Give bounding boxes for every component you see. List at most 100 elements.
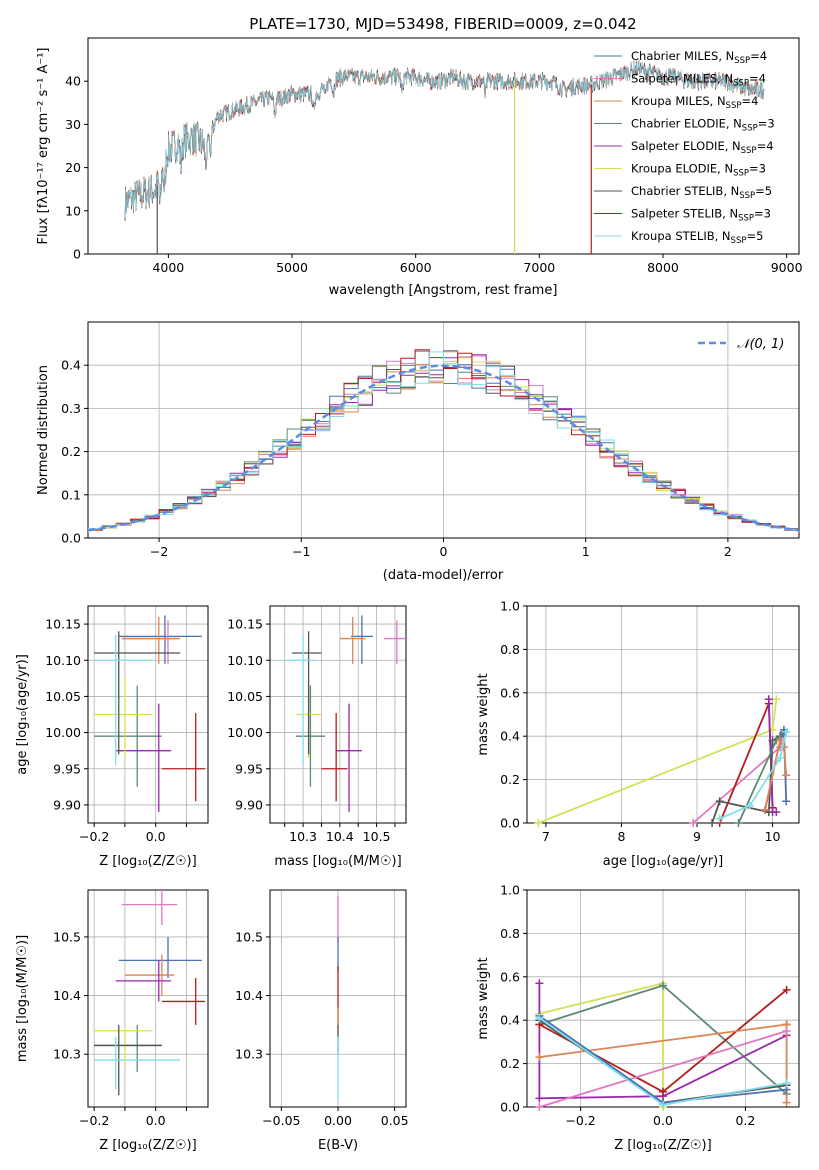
hist-step-kroupa_stelib — [88, 351, 799, 533]
y-tick-label: 9.90 — [53, 797, 81, 812]
legend-subscript: SSP — [741, 146, 757, 156]
x-tick-label: 0.0 — [146, 1113, 166, 1128]
legend-subscript: SSP — [739, 191, 755, 201]
x-tick-label: −1 — [292, 544, 310, 559]
legend-count: =3 — [749, 162, 766, 176]
legend-count: =3 — [758, 117, 775, 131]
y-tick-label: 9.90 — [235, 797, 263, 812]
x-tick-label: 0.0 — [146, 829, 166, 844]
legend-count: =4 — [741, 94, 758, 108]
y-tick-label: 0.4 — [500, 1013, 520, 1028]
axes-frame — [87, 37, 800, 255]
legend-subscript: SSP — [731, 236, 747, 246]
legend-label-chabrier_elodie: Chabrier ELODIE, NSSP=3 — [631, 117, 775, 134]
x-tick-label: 10 — [765, 829, 781, 844]
y-tick-label: 10.05 — [227, 689, 263, 704]
y-tick-label: 10.10 — [227, 653, 263, 668]
y-tick-label: 40 — [65, 74, 81, 89]
legend-text: Salpeter STELIB, N — [631, 207, 738, 221]
legend-label-salpeter_elodie: Salpeter ELODIE, NSSP=4 — [631, 139, 774, 156]
marker-kroupa_stelib — [659, 1100, 667, 1109]
y-tick-label: 0.8 — [500, 926, 520, 941]
legend-text: Chabrier MILES, N — [631, 49, 734, 63]
mass-ebv-xlabel: E(B-V) — [318, 1138, 358, 1153]
marker-kroupa_miles — [782, 771, 791, 780]
marker-salpeter_elodie — [764, 695, 773, 704]
y-tick-label: 0.8 — [500, 642, 520, 657]
x-tick-label: −0.2 — [79, 1113, 109, 1128]
x-tick-label: 2 — [724, 544, 732, 559]
y-tick-label: 10.3 — [53, 1047, 81, 1062]
y-tick-label: 0.2 — [500, 1056, 520, 1071]
marker-chabrier_stelib — [715, 797, 724, 806]
y-tick-label: 0.6 — [500, 685, 520, 700]
series-kroupa_stelib — [719, 731, 788, 820]
legend-text: Kroupa ELODIE, N — [631, 162, 733, 176]
marker-kroupa_miles — [761, 805, 769, 814]
x-tick-label: 5000 — [276, 260, 308, 275]
x-tick-label: 0.2 — [735, 1113, 755, 1128]
axes-frame — [526, 605, 800, 824]
legend-label-chabrier_stelib: Chabrier STELIB, NSSP=5 — [631, 184, 772, 201]
marker-kroupa_miles — [782, 1098, 791, 1107]
marker-kroupa_miles — [776, 736, 785, 745]
axes-frame — [87, 605, 209, 824]
y-tick-label: 1.0 — [500, 599, 520, 614]
marker-kroupa_stelib — [782, 1079, 791, 1088]
x-tick-label: 7000 — [523, 260, 555, 275]
marker-salpeter_miles — [535, 1103, 544, 1111]
spectrum-axes: 4000 5000 6000 7000 8000 9000 0 10 20 30 40 — [65, 37, 803, 275]
y-tick-label: 0.0 — [61, 531, 81, 546]
legend-text: Salpeter ELODIE, N — [631, 139, 741, 153]
axes-frame — [87, 889, 209, 1108]
x-tick-label: 10.3 — [289, 829, 317, 844]
marker-kroupa_miles — [535, 1053, 544, 1062]
mw-age-xlabel: age [log₁₀(age/yr)] — [603, 854, 724, 869]
mw-age-ylabel: mass weight — [476, 673, 491, 755]
marker-salpeter_elodie — [535, 1094, 544, 1103]
marker-salpeter_elodie — [772, 808, 781, 817]
x-tick-label: 9 — [693, 829, 701, 844]
legend-count: =4 — [749, 72, 766, 86]
age-z-points — [94, 615, 205, 813]
series-kroupa_miles — [764, 738, 788, 811]
y-tick-label: 10.5 — [235, 929, 263, 944]
y-tick-label: 0.2 — [61, 444, 81, 459]
mw-age-axes: 7 8 9 10 0.0 0.2 0.4 0.6 0.8 1.0 — [500, 599, 800, 844]
legend-label-kroupa_elodie: Kroupa ELODIE, NSSP=3 — [631, 162, 766, 179]
marker-kroupa_stelib — [535, 1014, 544, 1023]
legend-subscript: SSP — [733, 169, 749, 179]
x-tick-label: 7 — [542, 829, 550, 844]
age-z-axes: −0.2 0.0 9.90 9.95 10.00 10.05 10.10 10.15 — [45, 605, 209, 844]
legend-subscript: SSP — [738, 214, 754, 224]
series-salpeter_miles — [539, 1030, 787, 1108]
hist-legend-label: 𝒩(0, 1) — [737, 337, 784, 352]
y-tick-label: 10.15 — [45, 617, 81, 632]
y-tick-label: 10.5 — [53, 929, 81, 944]
marker-chabrier_stelib — [708, 819, 717, 827]
marker-kroupa_stelib — [782, 727, 791, 736]
normal-curve — [88, 364, 799, 532]
legend-subscript: SSP — [734, 56, 750, 66]
marker-kroupa_elodie — [772, 695, 781, 704]
legend-count: =3 — [754, 207, 771, 221]
mass-z-xlabel: Z [log₁₀(Z/Z☉)] — [99, 1138, 196, 1153]
y-tick-label: 10.3 — [235, 1047, 263, 1062]
x-tick-label: 0 — [440, 544, 448, 559]
mw-z-series — [535, 979, 791, 1111]
x-tick-label: −0.2 — [565, 1113, 595, 1128]
y-tick-label: 10 — [65, 203, 81, 218]
y-tick-label: 0.3 — [61, 401, 81, 416]
mass-z-axes: −0.2 0.0 10.3 10.4 10.5 — [53, 889, 209, 1128]
spectrum-line-kroupa_stelib — [124, 59, 765, 218]
spectrum-plot — [124, 59, 765, 254]
y-tick-label: 10.15 — [227, 617, 263, 632]
y-tick-label: 30 — [65, 117, 81, 132]
legend-text: Salpeter MILES, N — [631, 72, 733, 86]
y-tick-label: 10.00 — [45, 725, 81, 740]
legend-text: Kroupa MILES, N — [631, 94, 726, 108]
x-tick-label: −0.2 — [79, 829, 109, 844]
y-tick-label: 10.4 — [235, 988, 263, 1003]
marker-chabrier_miles — [782, 797, 791, 806]
